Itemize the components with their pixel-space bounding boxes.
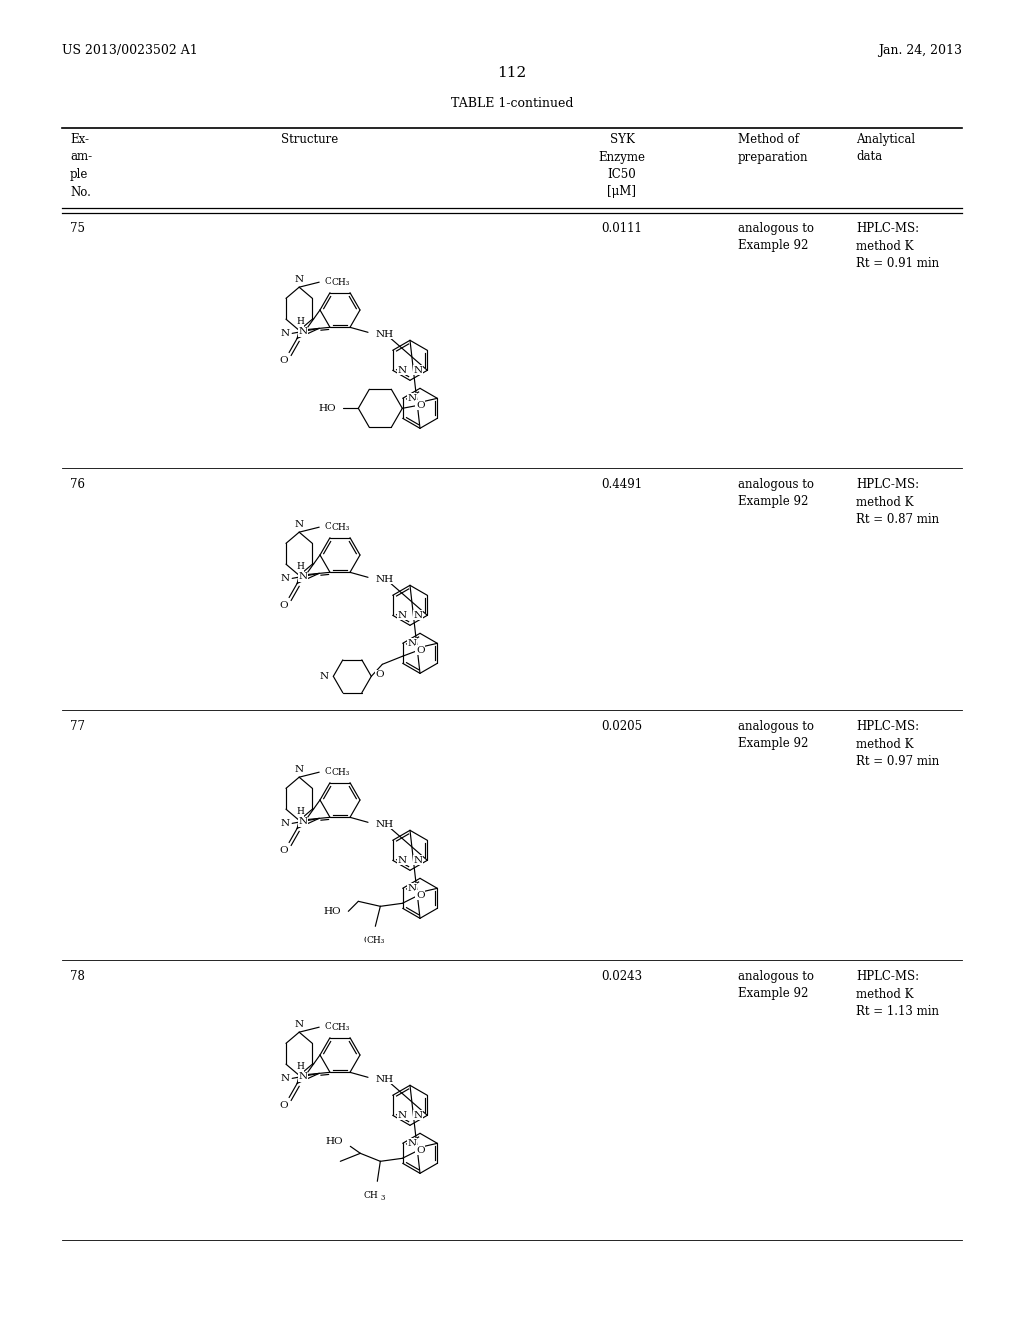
Text: H: H <box>296 562 304 572</box>
Text: 75: 75 <box>70 222 85 235</box>
Text: CH₃: CH₃ <box>331 523 349 532</box>
Text: 0.0205: 0.0205 <box>601 719 643 733</box>
Text: N: N <box>408 884 417 892</box>
Text: 3: 3 <box>335 770 340 779</box>
Text: CH: CH <box>325 277 339 285</box>
Text: CH₃: CH₃ <box>331 277 349 286</box>
Text: analogous to
Example 92: analogous to Example 92 <box>738 719 814 751</box>
Text: H: H <box>296 807 304 816</box>
Text: 0.0243: 0.0243 <box>601 970 643 983</box>
Text: Ex-
am-
ple
No.: Ex- am- ple No. <box>70 133 92 198</box>
Text: N: N <box>280 574 289 583</box>
Text: N: N <box>414 611 422 620</box>
Text: CH₃: CH₃ <box>331 768 349 776</box>
Text: 3: 3 <box>335 1026 340 1034</box>
Text: CH: CH <box>325 521 339 531</box>
Text: analogous to
Example 92: analogous to Example 92 <box>738 970 814 1001</box>
Text: NH: NH <box>376 574 394 583</box>
Text: N: N <box>397 855 407 865</box>
Text: US 2013/0023502 A1: US 2013/0023502 A1 <box>62 44 198 57</box>
Text: 77: 77 <box>70 719 85 733</box>
Text: 3: 3 <box>380 940 385 948</box>
Text: N: N <box>298 572 307 581</box>
Text: analogous to
Example 92: analogous to Example 92 <box>738 222 814 252</box>
Text: HPLC-MS:
method K
Rt = 1.13 min: HPLC-MS: method K Rt = 1.13 min <box>856 970 939 1018</box>
Text: N: N <box>295 766 304 774</box>
Text: N: N <box>280 818 289 828</box>
Text: 78: 78 <box>70 970 85 983</box>
Text: CH: CH <box>325 1022 339 1031</box>
Text: N: N <box>298 817 307 826</box>
Text: NH: NH <box>376 820 394 829</box>
Text: H: H <box>296 317 304 326</box>
Text: Analytical
data: Analytical data <box>856 133 915 164</box>
Text: analogous to
Example 92: analogous to Example 92 <box>738 478 814 508</box>
Text: N: N <box>319 672 329 681</box>
Text: NH: NH <box>376 1074 394 1084</box>
Text: 112: 112 <box>498 66 526 81</box>
Text: TABLE 1-continued: TABLE 1-continued <box>451 96 573 110</box>
Text: O: O <box>416 891 425 900</box>
Text: Structure: Structure <box>282 133 339 147</box>
Text: 3: 3 <box>335 280 340 288</box>
Text: HPLC-MS:
method K
Rt = 0.97 min: HPLC-MS: method K Rt = 0.97 min <box>856 719 939 768</box>
Text: O: O <box>280 601 289 610</box>
Text: O: O <box>280 1101 289 1110</box>
Text: Jan. 24, 2013: Jan. 24, 2013 <box>878 44 962 57</box>
Text: H: H <box>296 1063 304 1071</box>
Text: SYK
Enzyme
IC50
[μM]: SYK Enzyme IC50 [μM] <box>598 133 645 198</box>
Text: 0.4491: 0.4491 <box>601 478 643 491</box>
Text: N: N <box>397 611 407 620</box>
Text: N: N <box>414 366 422 375</box>
Text: CH: CH <box>364 1192 379 1200</box>
Text: N: N <box>298 327 307 337</box>
Text: HO: HO <box>324 907 341 916</box>
Text: O: O <box>280 356 289 364</box>
Text: O: O <box>280 846 289 855</box>
Text: 76: 76 <box>70 478 85 491</box>
Text: 3: 3 <box>380 1195 385 1203</box>
Text: O: O <box>416 645 425 655</box>
Text: HO: HO <box>326 1137 343 1146</box>
Text: N: N <box>408 639 417 648</box>
Text: N: N <box>280 1074 289 1082</box>
Text: N: N <box>414 1111 422 1119</box>
Text: 0.0111: 0.0111 <box>601 222 642 235</box>
Text: N: N <box>280 329 289 338</box>
Text: N: N <box>397 366 407 375</box>
Text: HPLC-MS:
method K
Rt = 0.91 min: HPLC-MS: method K Rt = 0.91 min <box>856 222 939 271</box>
Text: N: N <box>295 1020 304 1030</box>
Text: HPLC-MS:
method K
Rt = 0.87 min: HPLC-MS: method K Rt = 0.87 min <box>856 478 939 525</box>
Text: CH: CH <box>325 767 339 776</box>
Text: N: N <box>414 855 422 865</box>
Text: N: N <box>408 1139 417 1148</box>
Text: N: N <box>295 520 304 529</box>
Text: Method of
preparation: Method of preparation <box>738 133 809 164</box>
Text: O: O <box>416 1146 425 1155</box>
Text: NH: NH <box>376 330 394 339</box>
Text: 3: 3 <box>335 525 340 533</box>
Text: O: O <box>416 401 425 409</box>
Text: N: N <box>397 1111 407 1119</box>
Text: O: O <box>376 671 384 680</box>
Text: HO: HO <box>318 404 336 413</box>
Text: N: N <box>295 275 304 284</box>
Text: N: N <box>408 393 417 403</box>
Text: CH₃: CH₃ <box>367 936 384 945</box>
Text: CH₃: CH₃ <box>331 1023 349 1032</box>
Text: CH: CH <box>364 936 379 945</box>
Text: N: N <box>298 1072 307 1081</box>
